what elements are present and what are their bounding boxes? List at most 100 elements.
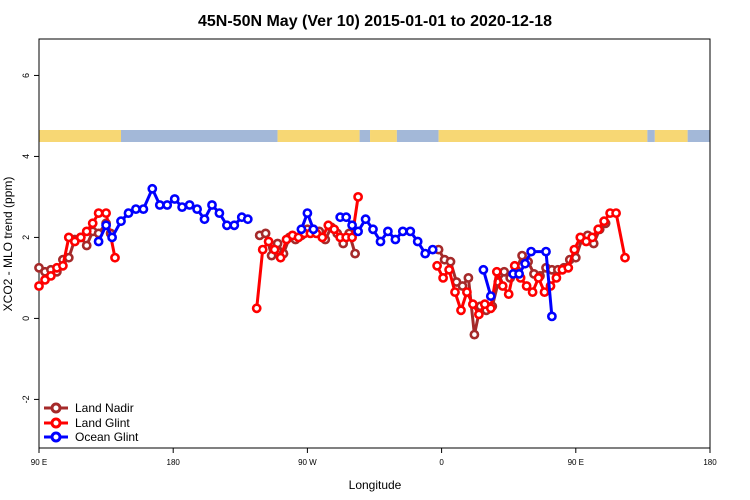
series-group xyxy=(34,183,630,340)
point-land-glint xyxy=(509,260,520,271)
point-ocean-glint xyxy=(184,200,195,210)
point-ocean-glint xyxy=(526,246,536,257)
mask-segment-ocean xyxy=(687,130,710,142)
point-ocean-glint xyxy=(296,224,307,235)
point-land-nadir xyxy=(350,248,360,259)
point-ocean-glint xyxy=(514,268,524,279)
y-tick-label: 4 xyxy=(21,154,31,159)
point-land-glint xyxy=(317,232,328,243)
point-ocean-glint xyxy=(341,212,352,223)
point-land-glint xyxy=(110,252,120,263)
point-land-glint xyxy=(485,303,496,314)
x-tick-label: 90 E xyxy=(568,458,584,467)
point-land-glint xyxy=(101,208,111,218)
mask-segment-land xyxy=(370,130,397,142)
point-ocean-glint xyxy=(382,226,393,237)
point-land-nadir xyxy=(457,281,468,291)
point-land-glint xyxy=(503,289,514,299)
point-ocean-glint xyxy=(130,204,141,214)
point-land-glint xyxy=(34,281,44,291)
point-land-nadir xyxy=(517,250,527,261)
point-land-glint xyxy=(347,232,357,243)
mask-segment-land xyxy=(39,130,122,142)
mask-segment-land xyxy=(277,130,360,142)
point-ocean-glint xyxy=(478,264,489,275)
point-ocean-glint xyxy=(427,244,438,255)
x-tick-label: 90 E xyxy=(31,458,47,467)
point-ocean-glint xyxy=(520,258,530,269)
mask-segment-ocean xyxy=(396,130,439,142)
x-tick-label: 180 xyxy=(167,458,181,467)
point-ocean-glint xyxy=(242,214,253,225)
legend-item-land-nadir: Land Nadir xyxy=(44,401,134,415)
legend-label-land-nadir: Land Nadir xyxy=(75,401,134,415)
point-land-glint xyxy=(432,260,442,271)
point-land-glint xyxy=(533,272,544,283)
point-ocean-glint xyxy=(93,236,104,247)
point-land-nadir xyxy=(469,329,480,340)
point-land-glint xyxy=(551,272,562,283)
point-ocean-glint xyxy=(368,224,378,235)
point-land-glint xyxy=(620,252,630,263)
point-land-glint xyxy=(539,287,550,297)
point-land-glint xyxy=(599,216,609,227)
point-land-glint xyxy=(611,208,621,218)
series-ocean-glint xyxy=(93,183,557,322)
point-land-glint xyxy=(269,244,280,255)
y-axis: -2 0 2 4 6 xyxy=(21,73,39,403)
point-ocean-glint xyxy=(214,208,225,218)
y-tick-label: 0 xyxy=(21,316,31,321)
point-ocean-glint xyxy=(360,214,371,225)
mask-segment-land xyxy=(654,130,688,142)
point-land-glint xyxy=(461,287,472,297)
point-ocean-glint xyxy=(147,183,158,194)
point-land-glint xyxy=(87,218,98,229)
mask-segment-ocean xyxy=(121,130,278,142)
y-axis-label: XCO2 - MLO trend (ppm) xyxy=(1,177,15,312)
mask-segment-ocean xyxy=(359,130,371,142)
point-land-glint xyxy=(81,226,92,237)
x-tick-label: 90 W xyxy=(298,458,317,467)
y-tick-label: 6 xyxy=(21,73,31,78)
point-land-glint xyxy=(438,272,448,283)
point-ocean-glint xyxy=(308,224,319,235)
point-land-nadir xyxy=(445,256,456,267)
legend: Land Nadir Land Glint Ocean Glint xyxy=(44,401,139,444)
point-ocean-glint xyxy=(405,226,416,237)
point-ocean-glint xyxy=(390,234,401,245)
point-ocean-glint xyxy=(412,236,423,247)
point-land-glint xyxy=(527,287,538,297)
x-tick-label: 180 xyxy=(703,458,717,467)
point-land-glint xyxy=(467,299,478,310)
point-ocean-glint xyxy=(101,220,111,231)
mask-segment-ocean xyxy=(647,130,655,142)
point-ocean-glint xyxy=(397,226,408,237)
legend-label-land-glint: Land Glint xyxy=(75,416,130,430)
point-ocean-glint xyxy=(229,220,240,231)
point-land-nadir xyxy=(81,240,92,251)
point-ocean-glint xyxy=(169,194,180,204)
point-land-glint xyxy=(563,262,574,273)
point-land-glint xyxy=(75,232,86,243)
point-land-nadir xyxy=(463,272,474,283)
point-land-glint xyxy=(329,224,340,235)
point-land-glint xyxy=(521,281,532,291)
point-ocean-glint xyxy=(302,208,313,218)
point-land-glint xyxy=(93,208,104,218)
point-land-glint xyxy=(257,244,268,255)
y-tick-label: -2 xyxy=(21,395,31,403)
point-land-glint xyxy=(251,303,262,314)
x-axis: 90 E 180 90 W 0 90 E 180 xyxy=(31,448,717,467)
point-ocean-glint xyxy=(162,200,173,210)
series-land-glint xyxy=(34,191,630,320)
mask-segment-land xyxy=(438,130,648,142)
point-ocean-glint xyxy=(347,220,357,231)
point-ocean-glint xyxy=(107,232,117,243)
legend-label-ocean-glint: Ocean Glint xyxy=(75,430,139,444)
point-land-glint xyxy=(473,309,484,320)
point-ocean-glint xyxy=(177,202,187,212)
point-ocean-glint xyxy=(541,246,551,257)
point-land-glint xyxy=(275,252,286,263)
point-land-glint xyxy=(569,244,580,255)
